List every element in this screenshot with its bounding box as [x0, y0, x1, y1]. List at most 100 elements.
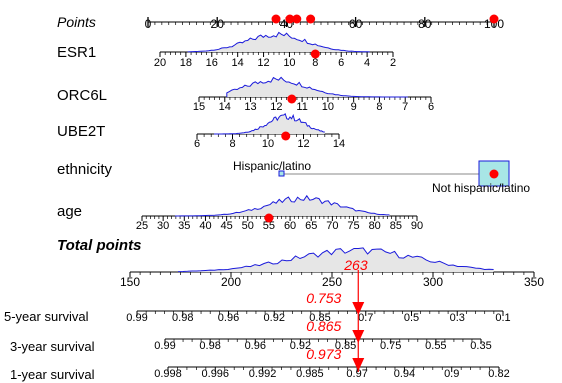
age-tick-label: 85 — [390, 220, 402, 232]
points-row-label: Points — [57, 14, 96, 30]
5-year-survival-tick-label: 0.92 — [264, 312, 285, 324]
1-year-survival-tick-label: 0.985 — [296, 368, 324, 380]
3-year-survival-tick-label: 0.92 — [290, 340, 311, 352]
age-tick-label: 70 — [326, 220, 338, 232]
5-year-survival-tick-label: 0.98 — [172, 312, 193, 324]
orc6l-tick-label: 10 — [322, 101, 334, 113]
1-year-survival-tick-label: 0.94 — [394, 368, 415, 380]
esr1-tick-label: 18 — [180, 57, 192, 69]
age-row-label: age — [57, 203, 82, 220]
5-year-survival-tick-label: 0.3 — [450, 312, 465, 324]
3-year-survival-tick-label: 0.98 — [199, 340, 220, 352]
orc6l-tick-label: 13 — [244, 101, 256, 113]
points-marker — [271, 14, 281, 24]
age-tick-label: 75 — [347, 220, 359, 232]
5-year-survival-tick-label: 0.7 — [358, 312, 373, 324]
points-marker — [489, 14, 499, 24]
points-marker — [292, 14, 302, 24]
esr1-tick-label: 2 — [390, 57, 396, 69]
orc6l-marker — [287, 94, 297, 104]
5-year-survival-tick-label: 0.96 — [218, 312, 239, 324]
points-marker — [285, 14, 295, 24]
5-year-survival-tick-label: 0.5 — [404, 312, 419, 324]
ethnicity-row-label: ethnicity — [57, 161, 113, 178]
markers: 263 0.753 0.865 0.973 — [264, 14, 499, 372]
3-year-survival-predicted-label: 0.865 — [306, 318, 341, 334]
points-tick-label: 20 — [211, 17, 225, 31]
esr1-tick-label: 8 — [312, 57, 318, 69]
ube2t-density-fill — [214, 113, 325, 134]
total-points-predicted-label: 263 — [343, 257, 368, 273]
age-tick-label: 65 — [305, 220, 317, 232]
row-labels: Points ESR1 ORC6L UBE2T ethnicity age Total po… — [4, 14, 141, 382]
1-year-survival-tick-label: 0.97 — [346, 368, 367, 380]
ethnicity-category-label: Not hispanic/latino — [432, 181, 530, 195]
age-tick-label: 60 — [284, 220, 296, 232]
esr1-density-fill — [187, 32, 370, 52]
total-points-tick-label: 150 — [120, 275, 140, 289]
age-density-fill — [175, 195, 390, 216]
ethnicity-category-box — [278, 170, 285, 177]
esr1-row-label: ESR1 — [57, 44, 96, 61]
orc6l-tick-label: 11 — [296, 101, 307, 113]
orc6l-row-label: ORC6L — [57, 87, 107, 104]
5-year-survival-tick-label: 0.85 — [309, 312, 330, 324]
age-marker — [264, 213, 274, 223]
points-marker — [306, 14, 316, 24]
5-year-survival-arrow — [352, 302, 365, 315]
esr1-tick-label: 4 — [364, 57, 370, 69]
5-year-survival-tick-label: 0.1 — [495, 312, 510, 324]
age-density-line — [175, 194, 390, 217]
points-tick-label: 100 — [484, 17, 504, 31]
esr1-tick-label: 10 — [283, 57, 295, 69]
ube2t-row-label: UBE2T — [57, 123, 105, 140]
esr1-tick-label: 6 — [338, 57, 344, 69]
1-year-survival-tick-label: 0.992 — [249, 368, 277, 380]
ube2t-tick-label: 14 — [333, 138, 345, 150]
age-tick-label: 55 — [263, 220, 275, 232]
3-year-survival-tick-label: 0.99 — [154, 340, 175, 352]
points-tick-label: 80 — [418, 17, 432, 31]
1-year-survival-arrow — [352, 358, 365, 371]
ethnicity-marker — [489, 169, 499, 179]
1-year-survival-tick-label: 0.996 — [202, 368, 230, 380]
points-tick-label: 0 — [145, 17, 152, 31]
orc6l-tick-label: 7 — [402, 101, 408, 113]
orc6l-tick-label: 14 — [219, 101, 231, 113]
ube2t-marker — [281, 131, 291, 141]
orc6l-tick-label: 9 — [351, 101, 357, 113]
total-points-tick-label: 200 — [221, 275, 241, 289]
age-tick-label: 25 — [136, 220, 148, 232]
total-points-tick-label: 250 — [322, 275, 342, 289]
ube2t-tick-label: 12 — [297, 138, 309, 150]
orc6l-density-line — [226, 76, 408, 98]
age-tick-label: 50 — [242, 220, 254, 232]
age-tick-label: 90 — [411, 220, 423, 232]
density-curves — [175, 31, 494, 273]
total-points-tick-label: 300 — [423, 275, 443, 289]
age-tick-label: 80 — [369, 220, 381, 232]
age-tick-label: 30 — [157, 220, 169, 232]
esr1-density-line — [187, 31, 370, 53]
5-year-survival-tick-label: 0.99 — [126, 312, 147, 324]
orc6l-density-fill — [226, 77, 408, 97]
1-year-survival-tick-label: 0.998 — [154, 368, 182, 380]
1-year-survival-tick-label: 0.9 — [444, 368, 459, 380]
5-year-survival-row-label: 5-year survival — [4, 309, 89, 324]
orc6l-tick-label: 8 — [376, 101, 382, 113]
orc6l-tick-label: 6 — [428, 101, 434, 113]
esr1-tick-label: 14 — [232, 57, 244, 69]
5-year-survival-predicted-label: 0.753 — [306, 290, 341, 306]
1-year-survival-row-label: 1-year survival — [10, 367, 95, 382]
age-tick-label: 45 — [220, 220, 232, 232]
esr1-marker — [310, 49, 320, 59]
ube2t-tick-label: 8 — [229, 138, 235, 150]
esr1-tick-label: 12 — [257, 57, 269, 69]
ube2t-tick-label: 6 — [194, 138, 200, 150]
1-year-survival-tick-label: 0.82 — [488, 368, 509, 380]
points-tick-label: 60 — [349, 17, 363, 31]
age-tick-label: 40 — [199, 220, 211, 232]
3-year-survival-tick-label: 0.85 — [335, 340, 356, 352]
age-tick-label: 35 — [178, 220, 190, 232]
